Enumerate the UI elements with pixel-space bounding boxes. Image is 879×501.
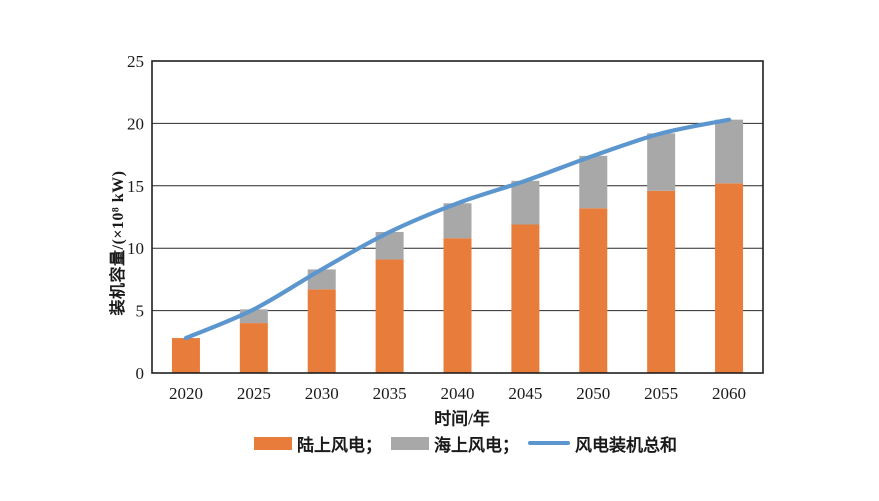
y-axis-title: 装机容量/(×10⁸ kW) — [110, 170, 127, 316]
x-tick-label: 2025 — [237, 384, 271, 403]
legend-label-total: 风电装机总和 — [575, 435, 677, 455]
total-line — [183, 117, 732, 341]
bar-segment — [171, 338, 200, 373]
legend-label-onshore: 陆上风电； — [297, 435, 382, 455]
x-tick-label: 2020 — [169, 384, 203, 403]
x-tick-label: 2045 — [508, 384, 542, 403]
y-tick-label: 10 — [127, 239, 144, 258]
x-tick-label: 2040 — [441, 384, 475, 403]
y-tick-label: 15 — [127, 177, 144, 196]
legend: 陆上风电； 海上风电； 风电装机总和 — [254, 431, 677, 456]
legend-label-offshore: 海上风电； — [434, 435, 519, 455]
x-tick-label: 2050 — [576, 384, 610, 403]
y-tick-labels: 0 5 10 15 20 25 — [127, 52, 144, 383]
x-tick-label: 2055 — [644, 384, 678, 403]
bars-onshore — [171, 183, 744, 373]
x-tick-label: 2035 — [373, 384, 407, 403]
offshore-swatch-icon — [391, 436, 429, 450]
bar-segment — [647, 133, 676, 191]
bars-offshore — [239, 119, 744, 324]
y-tick-label: 5 — [136, 302, 145, 321]
bar-segment — [375, 259, 404, 373]
total-line-swatch-icon — [528, 440, 570, 446]
bar-segment — [307, 289, 336, 373]
bar-segment — [239, 323, 268, 373]
x-tick-labels: 2020 2025 2030 2035 2040 2045 2050 2055 2060 — [169, 384, 746, 403]
bar-segment — [511, 180, 540, 225]
x-tick-label: 2060 — [712, 384, 746, 403]
x-tick-label: 2030 — [305, 384, 339, 403]
y-tick-label: 25 — [127, 52, 144, 71]
legend-item-offshore: 海上风电； — [391, 431, 519, 456]
bar-segment — [443, 238, 472, 373]
bar-segment — [511, 224, 540, 373]
bar-segment — [579, 208, 608, 373]
x-axis-title: 时间/年 — [434, 409, 490, 429]
y-tick-label: 20 — [127, 114, 144, 133]
bar-segment — [579, 155, 608, 209]
bar-segment — [307, 269, 336, 290]
plot-border — [151, 60, 764, 374]
y-tick-label: 0 — [136, 364, 145, 383]
legend-item-onshore: 陆上风电； — [254, 431, 382, 456]
bar-segment — [715, 119, 744, 184]
onshore-swatch-icon — [254, 436, 292, 450]
legend-item-total: 风电装机总和 — [528, 431, 677, 456]
bar-segment — [647, 190, 676, 373]
bar-segment — [715, 183, 744, 373]
